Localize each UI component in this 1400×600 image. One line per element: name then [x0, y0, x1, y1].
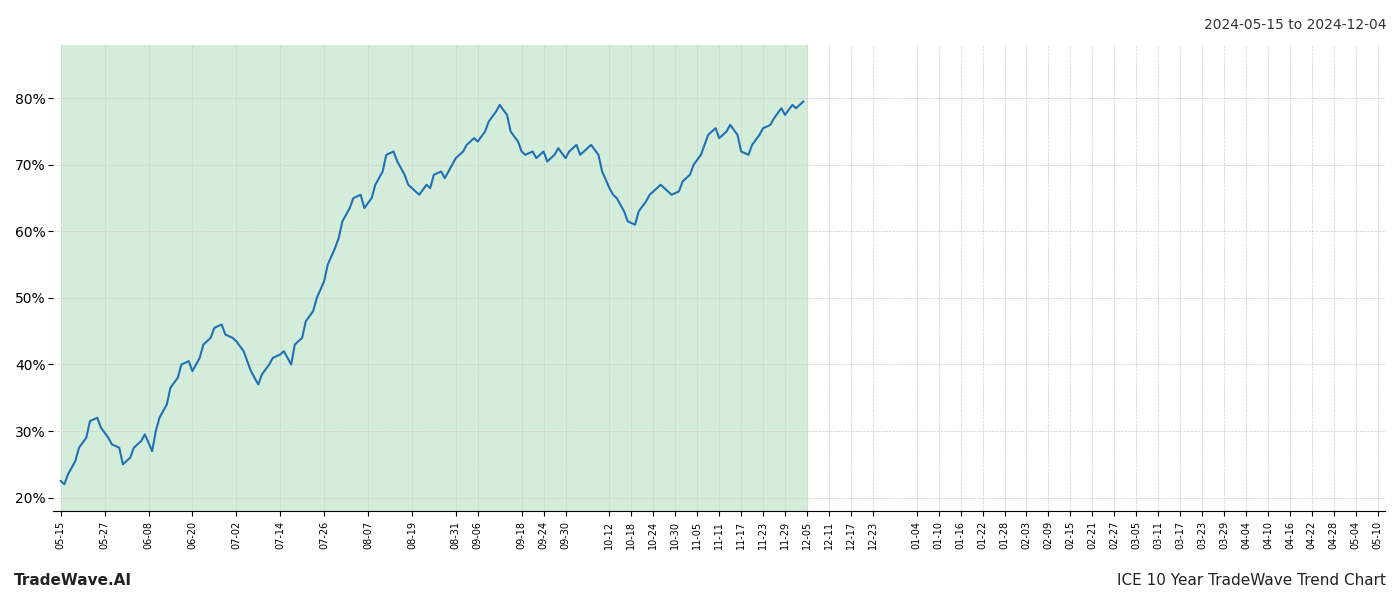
Bar	[60, 45, 806, 511]
Text: ICE 10 Year TradeWave Trend Chart: ICE 10 Year TradeWave Trend Chart	[1117, 573, 1386, 588]
Text: TradeWave.AI: TradeWave.AI	[14, 573, 132, 588]
Text: 2024-05-15 to 2024-12-04: 2024-05-15 to 2024-12-04	[1204, 18, 1386, 32]
